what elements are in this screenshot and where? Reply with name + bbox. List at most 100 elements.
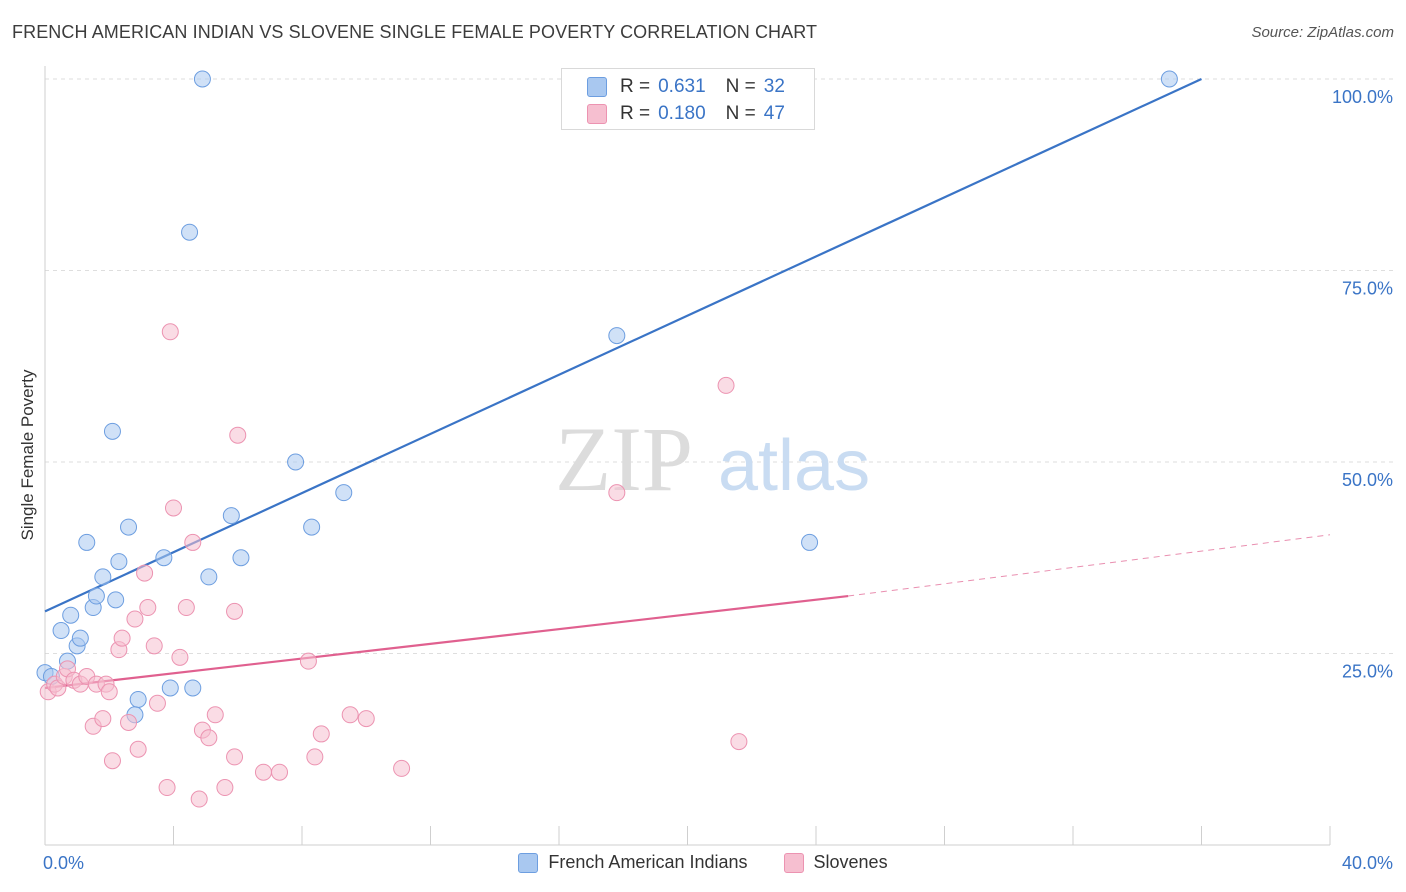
- point-french-american-indians: [94, 568, 112, 586]
- point-french-american-indians: [801, 533, 819, 551]
- point-slovenes: [136, 564, 154, 582]
- watermark-atlas: atlas: [718, 426, 870, 506]
- legend-item-slovenes[interactable]: Slovenes: [783, 852, 888, 873]
- point-slovenes: [165, 499, 182, 517]
- point-slovenes: [145, 637, 163, 655]
- trend-french-american-indians: [44, 78, 1202, 613]
- chart-title: FRENCH AMERICAN INDIAN VS SLOVENE SINGLE…: [12, 22, 818, 42]
- point-french-american-indians: [52, 622, 70, 640]
- point-slovenes: [216, 779, 234, 797]
- y-tick-label: 100.0%: [1332, 87, 1393, 107]
- point-slovenes: [393, 759, 411, 777]
- point-slovenes: [139, 599, 157, 617]
- stats-r-label: R =: [620, 76, 651, 97]
- point-slovenes: [171, 648, 189, 666]
- y-axis-label: Single Female Poverty: [18, 369, 37, 541]
- point-french-american-indians: [1160, 70, 1178, 88]
- point-slovenes: [717, 376, 735, 394]
- stats-n-value: 47: [763, 103, 785, 124]
- point-french-american-indians: [200, 568, 218, 586]
- stats-n-value: 32: [763, 76, 785, 97]
- point-french-american-indians: [181, 223, 199, 241]
- point-slovenes: [306, 748, 324, 766]
- point-slovenes: [190, 790, 208, 808]
- point-slovenes: [103, 752, 121, 770]
- stats-swatch-french: [587, 77, 607, 97]
- point-slovenes: [312, 725, 330, 743]
- point-slovenes: [129, 740, 147, 758]
- point-french-american-indians: [161, 679, 179, 697]
- point-french-american-indians: [193, 70, 211, 88]
- axes: [44, 66, 1331, 846]
- point-slovenes: [120, 713, 138, 731]
- point-french-american-indians: [62, 606, 80, 624]
- point-slovenes: [730, 733, 748, 751]
- point-french-american-indians: [232, 549, 250, 567]
- point-french-american-indians: [222, 507, 240, 525]
- point-french-american-indians: [87, 587, 105, 605]
- point-french-american-indians: [608, 327, 626, 345]
- stats-swatch-slovenes: [587, 104, 607, 124]
- legend-label-slovenes: Slovenes: [813, 852, 888, 872]
- point-slovenes: [271, 763, 289, 781]
- legend: French American Indians Slovenes: [0, 852, 1406, 873]
- trend-slovenes-extension: [848, 534, 1331, 597]
- point-french-american-indians: [120, 518, 138, 536]
- point-slovenes: [148, 694, 166, 712]
- tick-labels: 25.0% 50.0% 75.0% 100.0% 0.0% 40.0%: [43, 87, 1393, 873]
- point-slovenes: [226, 602, 244, 620]
- point-slovenes: [357, 710, 375, 728]
- legend-swatch-slovenes: [783, 852, 804, 873]
- point-slovenes: [177, 599, 195, 617]
- y-tick-label: 75.0%: [1342, 279, 1393, 299]
- point-slovenes: [299, 652, 317, 670]
- point-french-american-indians: [303, 518, 321, 536]
- watermark: ZIP atlas: [555, 408, 870, 510]
- point-french-american-indians: [184, 679, 202, 697]
- point-slovenes: [184, 533, 202, 551]
- point-slovenes: [206, 706, 224, 724]
- point-french-american-indians: [335, 484, 353, 502]
- point-slovenes: [341, 706, 359, 724]
- point-french-american-indians: [103, 422, 121, 440]
- stats-r-value: 0.180: [658, 103, 706, 124]
- point-french-american-indians: [107, 591, 125, 609]
- stats-r-value: 0.631: [658, 76, 706, 97]
- point-french-american-indians: [71, 629, 89, 647]
- point-french-american-indians: [155, 549, 173, 567]
- stats-legend: R = 0.631 N = 32 R = 0.180 N = 47: [561, 68, 815, 130]
- stats-row-french: R = 0.631 N = 32: [587, 76, 785, 98]
- legend-swatch-french: [518, 852, 539, 873]
- stats-n-label: N =: [725, 76, 756, 97]
- point-french-american-indians: [78, 533, 96, 551]
- gridlines: [45, 78, 1395, 654]
- point-slovenes: [113, 629, 131, 647]
- data-points: [36, 70, 1178, 808]
- x-tick-label: 0.0%: [43, 853, 84, 873]
- point-slovenes: [608, 484, 626, 502]
- stats-n-label: N =: [725, 103, 756, 124]
- point-slovenes: [161, 323, 179, 341]
- y-tick-label: 50.0%: [1342, 470, 1393, 490]
- point-french-american-indians: [129, 690, 147, 708]
- legend-label-french: French American Indians: [548, 852, 748, 872]
- legend-item-french[interactable]: French American Indians: [518, 852, 748, 873]
- point-french-american-indians: [110, 553, 128, 571]
- x-tick-label: 40.0%: [1342, 853, 1393, 873]
- point-slovenes: [126, 610, 144, 628]
- point-slovenes: [254, 763, 272, 781]
- trend-lines: [44, 78, 1331, 690]
- point-french-american-indians: [287, 453, 305, 471]
- y-tick-label: 25.0%: [1342, 662, 1393, 682]
- point-slovenes: [94, 710, 112, 728]
- stats-r-label: R =: [620, 103, 651, 124]
- trend-slovenes: [44, 594, 849, 690]
- point-slovenes: [158, 779, 176, 797]
- stats-row-slovenes: R = 0.180 N = 47: [587, 103, 785, 125]
- point-slovenes: [100, 683, 118, 701]
- point-slovenes: [226, 748, 244, 766]
- source-label: Source: ZipAtlas.com: [1251, 24, 1394, 41]
- point-slovenes: [229, 426, 247, 444]
- point-slovenes: [200, 729, 218, 747]
